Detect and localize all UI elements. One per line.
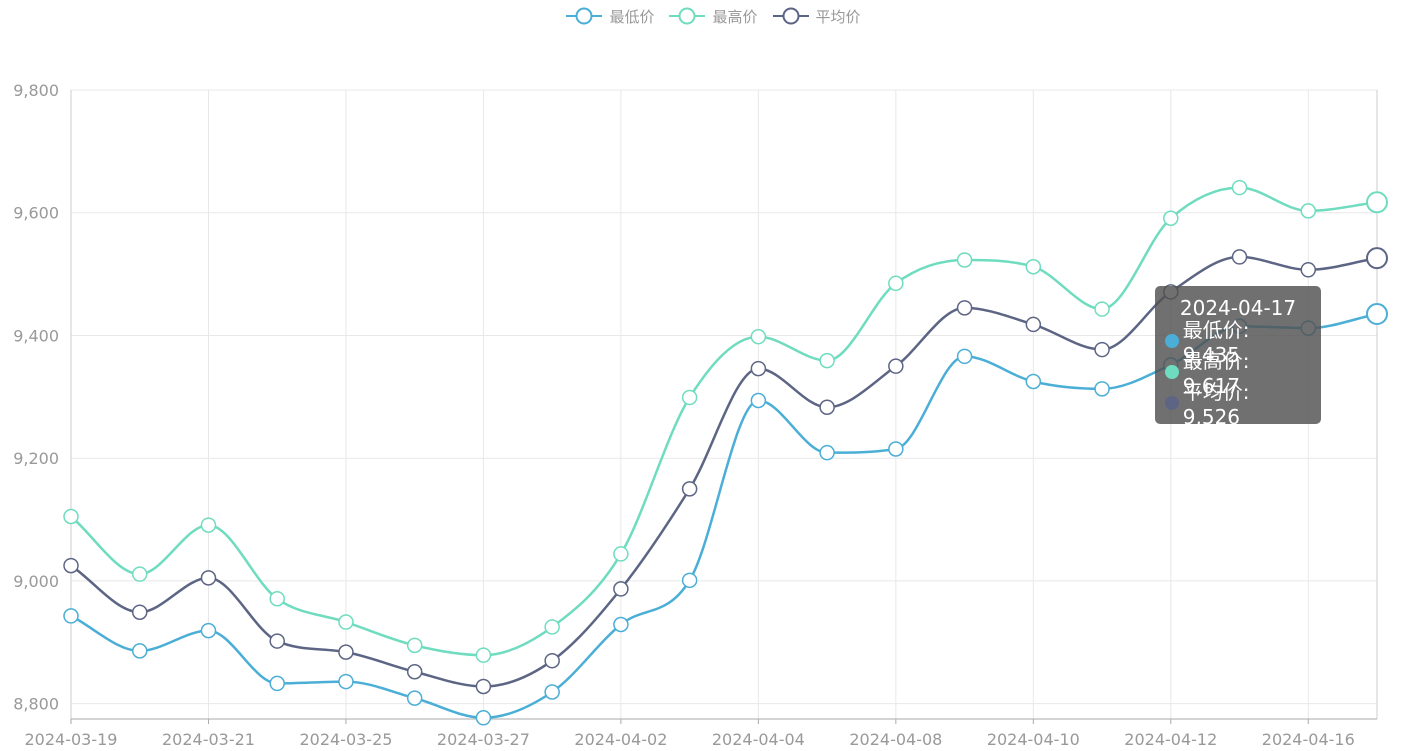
chart-tooltip: 2024-04-17 最低价: 9,435 最高价: 9,617 平均价: 9,… [1155,286,1321,429]
data-point [819,444,835,461]
data-point [1231,249,1248,265]
data-point [406,637,423,654]
data-point [888,275,904,292]
tooltip-dot-max [1165,364,1179,379]
data-point [269,633,285,649]
data-point [200,570,217,586]
tooltip-value-min: 最低价: 9,435 [1182,318,1250,367]
data-point [1094,381,1110,397]
data-point [750,360,767,377]
legend-label: 最高价 [712,7,758,26]
data-point [544,619,560,635]
y-tick-label: 9,400 [13,326,59,345]
data-point [475,647,492,663]
data-point [269,675,285,692]
x-tick-label: 2024-03-19 [25,730,118,749]
data-point [613,546,629,562]
data-point [1366,247,1388,270]
data-point [63,608,79,624]
data-point [406,663,423,680]
x-tick-label: 2024-04-08 [849,730,942,749]
x-tick-label: 2024-03-25 [299,730,392,749]
data-point [475,678,492,695]
data-point [1300,203,1317,219]
tooltip-row-min: 最低价: 9,435 [1165,318,1311,367]
data-point [1163,210,1179,227]
data-point [1366,191,1388,214]
legend-item-1[interactable]: 最高价 [668,5,758,27]
data-point [681,572,698,589]
data-point [544,652,560,669]
data-point [200,517,217,533]
x-tick-label: 2024-04-10 [987,730,1080,749]
legend-label: 平均价 [815,7,861,26]
data-point [131,566,148,582]
x-tick-label: 2024-04-02 [574,730,667,749]
x-tick-label: 2024-04-16 [1262,730,1355,749]
data-point [750,392,767,409]
data-point [956,300,973,316]
x-tick-label: 2024-03-21 [162,730,255,749]
x-tick-label: 2024-04-04 [712,730,805,749]
data-point [338,644,354,660]
data-point [1231,179,1248,196]
data-point [1300,262,1317,278]
data-point [1025,316,1042,333]
data-point [956,252,973,268]
tooltip-row-max: 最高价: 9,617 [1165,349,1311,398]
x-tick-label: 2024-04-12 [1124,730,1217,749]
legend-line-circle-icon [566,7,603,25]
data-point [819,399,835,416]
data-point [613,581,629,597]
data-point [544,684,560,700]
tooltip-dot-min [1165,333,1179,348]
x-tick-label: 2024-03-27 [437,730,530,749]
tooltip-dot-avg [1165,395,1179,410]
y-tick-label: 9,200 [13,449,59,468]
data-point [200,622,217,639]
chart-legend: 最低价 最高价 平均价 [0,4,1426,28]
data-point [613,616,629,633]
tooltip-value-avg: 平均价: 9,526 [1182,380,1250,429]
data-point [888,358,904,374]
data-point [1094,341,1110,358]
legend-item-2[interactable]: 平均价 [772,5,861,27]
legend-line-circle-icon [669,7,706,25]
data-point [1025,373,1042,390]
data-point [475,710,492,726]
data-point [750,328,767,345]
legend-line-circle-icon [772,7,809,25]
y-tick-label: 9,000 [13,572,59,591]
data-point [131,643,148,659]
data-point [1025,258,1042,275]
tooltip-value-max: 最高价: 9,617 [1182,349,1250,398]
data-point [956,348,973,365]
legend-label: 最低价 [609,7,655,26]
data-point [338,614,354,630]
tooltip-title: 2024-04-17 [1179,296,1297,320]
y-tick-label: 8,800 [13,695,59,714]
data-point [1094,301,1110,317]
data-point [681,481,698,497]
data-point [63,508,79,525]
legend-item-0[interactable]: 最低价 [565,5,654,27]
data-point [819,352,835,369]
data-point [338,673,354,690]
data-point [131,604,148,620]
data-point [63,557,79,574]
data-point [888,441,904,457]
y-tick-label: 9,800 [13,81,59,100]
data-point [1366,302,1388,325]
tooltip-row-avg: 平均价: 9,526 [1165,380,1311,429]
data-point [681,389,698,406]
data-point [406,690,423,706]
data-point [269,590,285,607]
y-tick-label: 9,600 [13,204,59,223]
